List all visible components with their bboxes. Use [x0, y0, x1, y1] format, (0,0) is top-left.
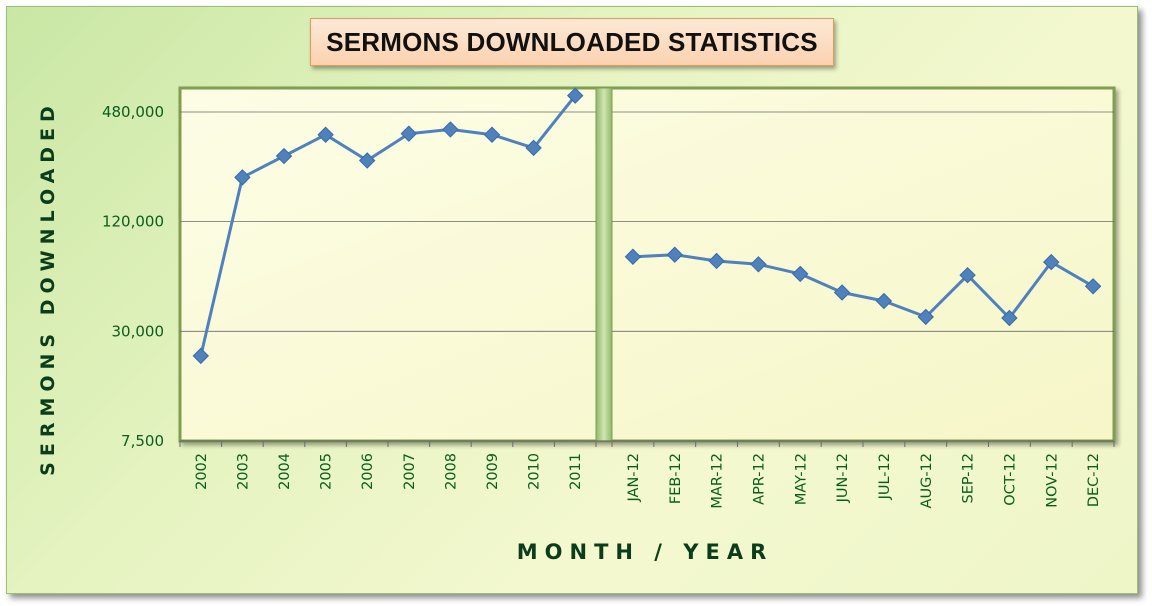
- x-tick-label: 2009: [485, 453, 501, 490]
- x-tick-label: 2003: [235, 453, 251, 490]
- y-tick-label: 7,500: [121, 432, 164, 450]
- x-tick-label: 2002: [194, 453, 210, 490]
- x-tick-label: 2005: [319, 453, 335, 490]
- x-tick-label: JUL-12: [877, 453, 893, 500]
- data-point: [483, 126, 501, 143]
- data-point: [275, 147, 293, 165]
- plot-area: [178, 86, 1116, 443]
- data-point: [624, 248, 642, 265]
- x-tick-label: 2010: [527, 453, 543, 490]
- x-tick-label: DEC-12: [1086, 453, 1102, 507]
- x-tick-label: APR-12: [751, 453, 767, 505]
- x-tick-label: AUG-12: [919, 453, 935, 508]
- x-tick-label: OCT-12: [1002, 453, 1018, 506]
- data-point: [666, 246, 683, 263]
- data-point: [959, 266, 976, 284]
- x-tick-label: FEB-12: [668, 453, 684, 504]
- data-point: [234, 169, 251, 186]
- x-axis-title: MONTH / YEAR: [516, 540, 774, 564]
- x-tick-label: JAN-12: [626, 453, 642, 502]
- x-tick-label: 2006: [360, 453, 376, 490]
- x-tick-label: 2004: [277, 453, 293, 490]
- data-point: [750, 256, 767, 273]
- y-tick-label: 120,000: [102, 213, 164, 231]
- data-point: [875, 292, 893, 310]
- data-point: [358, 152, 376, 169]
- chart-title: SERMONS DOWNLOADED STATISTICS: [310, 18, 834, 66]
- x-tick-label: MAY-12: [793, 453, 809, 505]
- data-point: [1043, 253, 1060, 271]
- data-point: [317, 126, 334, 143]
- panel-divider: [595, 87, 613, 442]
- data-point: [525, 139, 542, 157]
- x-tick-label: JUN-12: [835, 453, 851, 503]
- x-tick-label: NOV-12: [1044, 453, 1060, 508]
- x-tick-label: MAR-12: [710, 453, 726, 509]
- data-point: [1084, 278, 1102, 295]
- data-point: [442, 121, 459, 138]
- x-tick-label: 2007: [402, 453, 418, 490]
- data-point: [1001, 309, 1018, 327]
- series-line-yearly: [199, 94, 577, 357]
- y-tick-label: 480,000: [102, 103, 164, 121]
- x-tick-label: 2008: [443, 453, 459, 490]
- data-point: [917, 308, 934, 326]
- x-tick-label: SEP-12: [961, 453, 977, 503]
- y-tick-label: 30,000: [112, 322, 165, 340]
- data-point: [566, 87, 584, 104]
- data-point: [192, 347, 210, 365]
- data-point: [792, 265, 809, 283]
- data-point: [833, 284, 851, 301]
- data-point: [708, 252, 725, 270]
- x-tick-label: 2011: [568, 453, 584, 490]
- data-point: [400, 125, 418, 142]
